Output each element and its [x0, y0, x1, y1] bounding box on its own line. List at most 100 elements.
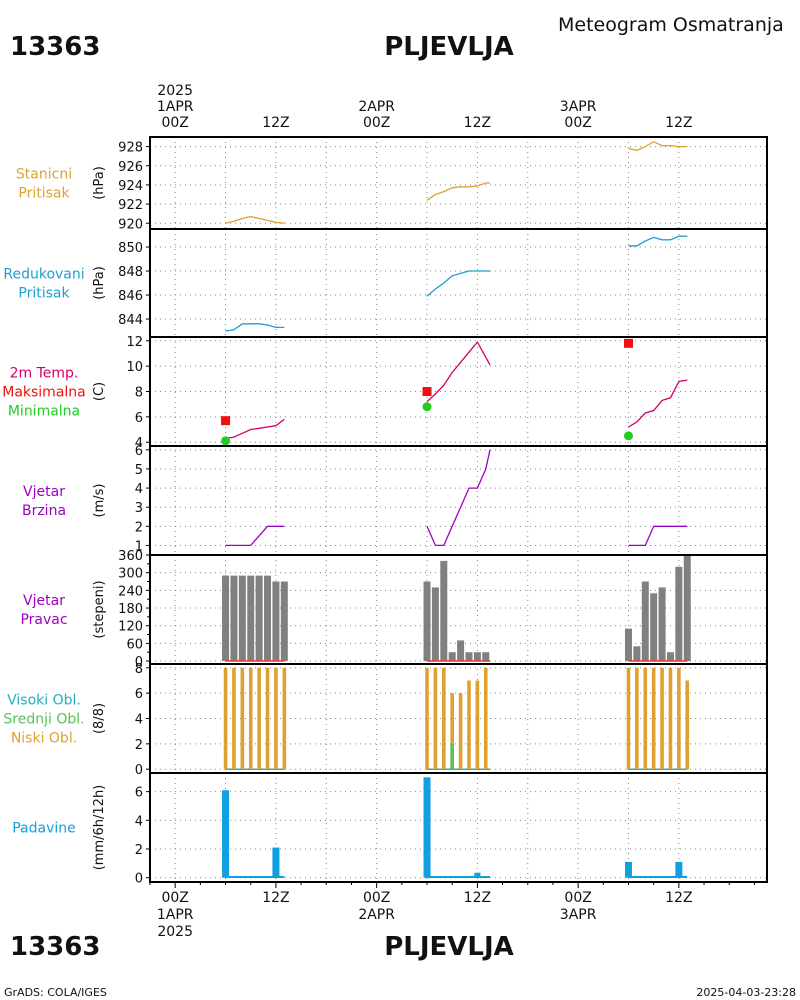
y-tick-label: 10 — [126, 360, 143, 375]
cloud-mid-bar — [450, 743, 455, 770]
direction-bar — [658, 587, 666, 662]
y-tick-label: 3 — [135, 501, 143, 516]
precip-bar — [675, 861, 683, 878]
panel-frame — [149, 445, 768, 556]
tmin-marker — [623, 431, 633, 441]
tmin-marker — [422, 402, 432, 412]
time-label-top: 00Z — [564, 115, 591, 131]
wind-speed-line — [426, 449, 491, 547]
y-tick-label: 2 — [135, 843, 143, 858]
y-tick-label: 926 — [118, 160, 143, 175]
time-label-top: 00Z — [161, 115, 188, 131]
cloud-low-bar — [265, 667, 270, 770]
cloud-low-bar — [651, 667, 656, 770]
cloud-low-bar — [626, 667, 631, 770]
panel-precipitation: 0 2 4 6 (mm/6h/12h) Padavine — [12, 772, 768, 887]
direction-bar — [440, 560, 448, 662]
cloud-low-bar — [668, 667, 673, 770]
station-pressure-line — [628, 141, 688, 152]
direction-bar — [666, 652, 674, 662]
precip-bar — [624, 861, 632, 878]
cloud-low-bar — [232, 667, 236, 770]
station-pressure-line — [225, 215, 285, 224]
y-tick-label: 4 — [135, 482, 143, 497]
variable-label: Pritisak — [18, 186, 70, 202]
variable-label: Vjetar — [23, 593, 65, 609]
variable-label: Brzina — [22, 503, 66, 519]
direction-bar — [230, 575, 238, 662]
panel-frame — [149, 772, 768, 883]
cloud-low-bar — [433, 667, 438, 770]
y-tick-label: 6 — [135, 444, 143, 459]
cloud-low-bar — [685, 680, 690, 770]
y-tick-label: 0 — [135, 763, 143, 778]
direction-bar — [624, 628, 632, 662]
direction-bar — [448, 652, 456, 662]
cloud-low-bar — [425, 667, 429, 770]
cloud-low-bar — [442, 667, 446, 770]
time-label-top: 12Z — [262, 115, 289, 131]
variable-label: Pritisak — [18, 286, 70, 302]
variable-label: Visoki Obl. — [7, 693, 81, 709]
direction-bar — [683, 555, 691, 662]
y-tick-label: 360 — [118, 549, 143, 564]
direction-bar — [473, 652, 481, 662]
direction-bar — [264, 575, 272, 662]
tmax-marker — [422, 387, 432, 396]
panel-wind-direction: 0 60 120 180 240 300 360 (stepeni) Vjetar Pravac — [20, 549, 768, 670]
y-tick-label: 846 — [118, 289, 143, 304]
y-tick-label: 924 — [118, 179, 143, 194]
y-tick-label: 8 — [135, 662, 143, 677]
direction-bar — [650, 593, 658, 662]
direction-bar — [280, 581, 288, 662]
y-tick-label: 928 — [118, 141, 143, 156]
y-tick-label: 5 — [135, 463, 143, 478]
panel-reduced-pressure: 844 846 848 850 (hPa) Redukovani Pritisak — [3, 228, 768, 338]
station-id-bottom: 13363 — [10, 932, 100, 962]
time-label-bottom: 12Z — [464, 890, 491, 906]
cloud-low-bar — [223, 667, 228, 770]
wind-speed-line — [225, 525, 285, 547]
meteogram-panels: 920922924926928(hPa)StanicniPritisak8448… — [2, 136, 768, 887]
variable-label: Redukovani — [3, 267, 84, 283]
cloud-low-bar — [643, 667, 648, 770]
time-label-top: 1APR — [157, 99, 194, 115]
direction-bar — [457, 640, 465, 662]
reduced-pressure-line — [426, 270, 490, 297]
y-tick-label: 6 — [135, 786, 143, 801]
temperature-line — [225, 418, 285, 440]
direction-bar — [641, 581, 649, 662]
y-tick-label: 6 — [135, 411, 143, 426]
precip-bar — [272, 847, 280, 878]
y-tick-label: 1 — [135, 539, 143, 554]
y-tick-label: 8 — [135, 386, 143, 401]
cloud-low-bar — [475, 680, 480, 770]
y-tick-label: 4 — [135, 436, 143, 451]
meteogram-subtitle: Meteogram Osmatranja — [558, 14, 784, 36]
time-label-top: 3APR — [560, 99, 597, 115]
direction-bar — [633, 646, 641, 662]
y-axis-label: (stepeni) — [92, 580, 107, 638]
y-tick-label: 6 — [135, 687, 143, 702]
y-axis-label: (C) — [92, 382, 107, 401]
panel-cloud-cover: 0 2 4 6 8 (8/8) Visoki Obl. Srednji Obl. Niski O… — [3, 662, 768, 778]
variable-label: Niski Obl. — [11, 731, 77, 747]
panel-frame — [149, 136, 768, 230]
y-tick-label: 920 — [118, 217, 143, 232]
station-id-top: 13363 — [10, 32, 100, 62]
variable-label: Vjetar — [23, 484, 65, 500]
cloud-low-bar — [257, 667, 261, 770]
variable-label: Stanicni — [16, 167, 72, 183]
cloud-low-bar — [274, 667, 278, 770]
y-tick-label: 4 — [135, 713, 143, 728]
tmax-marker — [221, 416, 231, 426]
variable-label: Maksimalna — [2, 385, 86, 401]
y-tick-label: 120 — [118, 620, 143, 635]
time-label-bottom: 00Z — [161, 890, 188, 906]
time-label-bottom: 3APR — [560, 907, 597, 923]
direction-bar — [431, 587, 439, 662]
time-label-bottom: 1APR — [157, 907, 194, 923]
tmin-marker — [221, 436, 231, 446]
generation-timestamp: 2025-04-03-23:28 — [696, 986, 796, 999]
y-tick-label: 60 — [126, 637, 143, 652]
